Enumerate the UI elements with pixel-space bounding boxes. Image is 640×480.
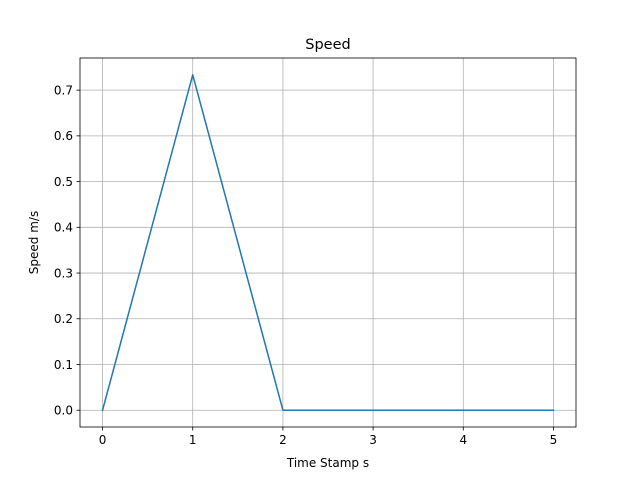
- y-tick-label: 0.6: [54, 129, 73, 143]
- x-tick-label: 0: [99, 433, 107, 447]
- grid: [80, 58, 576, 427]
- plot-frame: [79, 57, 577, 428]
- speed-series-line: [101, 74, 555, 412]
- y-axis-title: Speed m/s: [27, 211, 41, 274]
- y-axis-ticks: 0.0 0.1 0.2 0.3 0.4 0.5 0.6 0.7: [54, 83, 80, 418]
- y-tick-label: 0.4: [54, 221, 73, 235]
- y-tick-label: 0.5: [54, 175, 73, 189]
- y-tick-label: 0.1: [54, 358, 73, 372]
- x-tick-label: 1: [189, 433, 197, 447]
- x-axis-ticks: 0 1 2 3 4 5: [99, 427, 558, 447]
- x-tick-label: 4: [459, 433, 467, 447]
- chart-title: Speed: [305, 37, 350, 53]
- x-tick-label: 3: [369, 433, 377, 447]
- x-tick-label: 5: [550, 433, 558, 447]
- x-axis-title: Time Stamp s: [286, 456, 369, 470]
- y-tick-label: 0.2: [54, 312, 73, 326]
- x-tick-label: 2: [279, 433, 287, 447]
- series-layer: [101, 74, 555, 412]
- y-tick-label: 0.0: [54, 404, 73, 418]
- y-tick-label: 0.3: [54, 266, 73, 280]
- y-tick-label: 0.7: [54, 83, 73, 97]
